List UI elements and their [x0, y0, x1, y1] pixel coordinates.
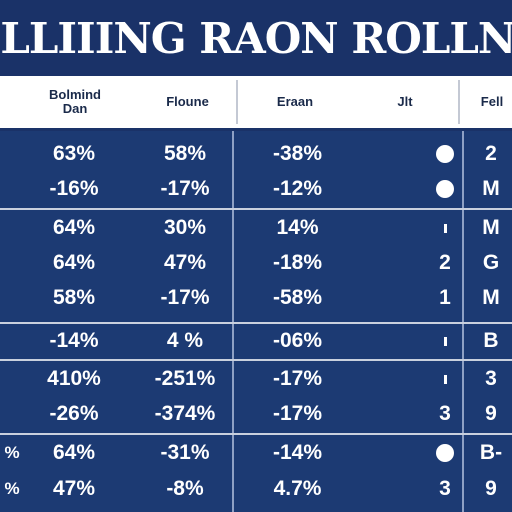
row-marker [425, 434, 465, 472]
table-cell-c0 [0, 360, 24, 398]
table-cell-c5: B [483, 329, 499, 352]
table-cell-c3: -18% [272, 251, 323, 274]
row-marker [425, 209, 465, 247]
table-cell-c0: % [4, 479, 20, 498]
table-cell-c2: -31% [160, 441, 210, 464]
tick-mark-icon [443, 336, 447, 346]
page-title: ROLLIIING RAON ROLLNGE [0, 13, 512, 63]
table-cell-c3: -38% [272, 142, 323, 165]
table-cell-c2: 58% [163, 142, 207, 165]
table-row[interactable]: -14% 4 % -06% B [0, 322, 512, 360]
table-cell-c0 [0, 395, 24, 433]
table-cell-c3: 14% [276, 216, 319, 239]
table-cell-c2: 4 % [166, 329, 204, 352]
table-cell-c5: 2 [485, 142, 497, 165]
table-cell-c2: -17% [160, 177, 210, 200]
header-col-1-line-2: Dan [62, 101, 88, 116]
table-cell-c0 [0, 170, 24, 208]
table-cell-c0 [0, 135, 24, 173]
table-cell-c3: -17% [272, 402, 323, 425]
table-cell-c3: -14% [272, 441, 323, 464]
header-col-3[interactable]: Eraan [245, 76, 345, 128]
table-cell-c3: -12% [272, 177, 323, 200]
table-row[interactable]: 64% 47% -18% 2 G [0, 244, 512, 282]
table-cell-c1: 47% [52, 477, 96, 500]
table-cell-c1: 64% [52, 251, 96, 274]
table-cell-c2: -374% [154, 402, 216, 425]
header-col-1[interactable]: Bolmind Dan [20, 76, 130, 128]
header-col-4-label: Jlt [397, 94, 413, 109]
status-dot-icon [436, 444, 454, 462]
table-cell-c1: 64% [52, 441, 96, 464]
table-cell-c0 [0, 279, 24, 317]
table-cell-c3: -17% [272, 367, 323, 390]
table-cell-c0: % [4, 443, 20, 462]
header-divider [236, 80, 238, 124]
group-divider [0, 208, 512, 210]
table-cell-c1: -26% [49, 402, 99, 425]
table-cell-c0 [0, 244, 24, 282]
row-marker: 1 [439, 286, 451, 309]
table-cell-c5: B- [479, 441, 503, 464]
title-bar: ROLLIIING RAON ROLLNGE [0, 0, 512, 76]
table-cell-c5: M [482, 177, 500, 200]
table-cell-c2: -17% [160, 286, 210, 309]
table-cell-c5: G [482, 251, 500, 274]
row-marker [425, 135, 465, 173]
header-col-3-label: Eraan [276, 94, 314, 109]
table-cell-c1: 64% [52, 216, 96, 239]
row-marker [425, 322, 465, 360]
table-row[interactable]: 58% -17% -58% 1 M [0, 279, 512, 317]
table-row[interactable]: -16% -17% -12% M [0, 170, 512, 208]
row-marker: 3 [439, 402, 451, 425]
column-divider [462, 131, 464, 512]
table-cell-c5: M [482, 216, 500, 239]
header-col-5[interactable]: Fell [472, 76, 512, 128]
table-body: 63% 58% -38% 2 -16% -17% -12% M 64% 30% 14% M 64% 47%… [0, 131, 512, 512]
table-row[interactable]: 64% 30% 14% M [0, 209, 512, 247]
group-divider [0, 322, 512, 324]
table-cell-c1: -16% [49, 177, 99, 200]
status-dot-icon [436, 145, 454, 163]
row-marker [425, 170, 465, 208]
table-cell-c2: 30% [163, 216, 207, 239]
group-divider [0, 433, 512, 435]
table-cell-c3: -58% [272, 286, 323, 309]
table-cell-c0 [0, 322, 24, 360]
table-cell-c1: -14% [49, 329, 99, 352]
table-row[interactable]: % 47% -8% 4.7% 3 9 [0, 470, 512, 508]
row-marker: 2 [439, 251, 451, 274]
header-col-4[interactable]: Jlt [375, 76, 435, 128]
header-col-2[interactable]: Floune [140, 76, 235, 128]
header-col-2-label: Floune [166, 94, 209, 109]
header-col-1-line-1: Bolmind [49, 87, 101, 102]
table-cell-c3: -06% [272, 329, 323, 352]
row-marker [425, 360, 465, 398]
group-divider [0, 359, 512, 361]
table-row[interactable]: -26% -374% -17% 3 9 [0, 395, 512, 433]
table-row[interactable]: % 64% -31% -14% B- [0, 434, 512, 472]
table-row[interactable]: 410% -251% -17% 3 [0, 360, 512, 398]
table-cell-c5: 9 [485, 477, 497, 500]
table-cell-c2: -251% [154, 367, 216, 390]
table-row[interactable]: 63% 58% -38% 2 [0, 135, 512, 173]
table-cell-c1: 58% [52, 286, 96, 309]
column-divider [232, 131, 234, 512]
row-marker: 3 [439, 477, 451, 500]
status-dot-icon [436, 180, 454, 198]
header-divider [458, 80, 460, 124]
table-cell-c3: 4.7% [273, 477, 322, 500]
table-cell-c0 [0, 209, 24, 247]
table-cell-c5: 9 [485, 402, 497, 425]
table-cell-c1: 63% [52, 142, 96, 165]
header-col-5-label: Fell [480, 94, 504, 109]
table-cell-c2: 47% [163, 251, 207, 274]
table-header: Bolmind Dan Floune Eraan Jlt Fell [0, 76, 512, 131]
table-cell-c2: -8% [166, 477, 204, 500]
table-cell-c1: 410% [47, 367, 101, 390]
table-cell-c5: M [482, 286, 500, 309]
table-cell-c5: 3 [485, 367, 497, 390]
tick-mark-icon [443, 223, 447, 233]
tick-mark-icon [443, 374, 447, 384]
